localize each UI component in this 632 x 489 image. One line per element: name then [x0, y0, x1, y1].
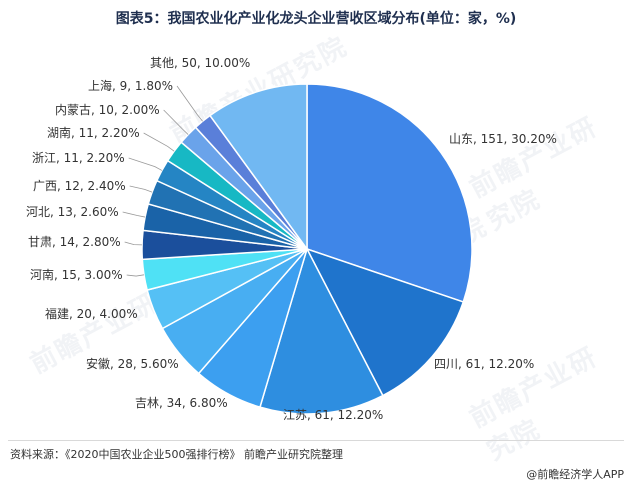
pie-slice-四川 — [305, 247, 465, 397]
slice-label-河北: 河北, 13, 2.60% — [26, 205, 119, 219]
slice-label-河南: 河南, 15, 3.00% — [30, 267, 123, 282]
slice-label-安徽: 安徽, 28, 5.60% — [86, 356, 179, 371]
leader-line-湖南 — [143, 132, 175, 152]
pie-slice-江苏 — [259, 247, 384, 415]
leader-line-内蒙古 — [163, 109, 189, 135]
source-note: 资料来源：《2020中国农业企业500强排行榜》 前瞻产业研究院整理 — [10, 448, 343, 461]
slice-label-甘肃: 甘肃, 14, 2.80% — [28, 235, 121, 249]
chart-title: 图表5：我国农业化产业化龙头企业营收区域分布(单位：家，%) — [115, 11, 517, 27]
leader-line-河北 — [122, 211, 146, 218]
pie-slice-其他 — [208, 83, 308, 252]
slice-label-其他: 其他, 50, 10.00% — [150, 56, 250, 70]
slice-label-内蒙古: 内蒙古, 10, 2.00% — [55, 102, 160, 117]
slice-label-四川: 四川, 61, 12.20% — [434, 357, 534, 371]
slice-label-上海: 上海, 9, 1.80% — [88, 78, 173, 93]
slice-label-福建: 福建, 20, 4.00% — [45, 306, 138, 321]
slice-label-广西: 广西, 12, 2.40% — [33, 179, 126, 193]
slice-label-山东: 山东, 151, 30.20% — [449, 132, 557, 146]
leader-line-上海 — [176, 85, 203, 122]
slice-label-吉林: 吉林, 34, 6.80% — [135, 396, 228, 410]
leader-line-广西 — [129, 185, 153, 193]
pie-chart: 山东, 151, 30.20% 四川, 61, 12.20% 江苏, 61, 12.… — [26, 56, 557, 422]
footer-divider — [8, 440, 624, 441]
leader-line-河南 — [126, 274, 145, 277]
leader-line-甘肃 — [124, 241, 143, 246]
brand-credit: @前瞻经济学人APP — [526, 468, 624, 481]
slice-label-湖南: 湖南, 11, 2.20% — [47, 125, 140, 140]
pie-slice-山东 — [306, 83, 473, 303]
leader-line-浙江 — [128, 157, 163, 171]
slice-label-浙江: 浙江, 11, 2.20% — [32, 151, 125, 165]
slice-label-江苏: 江苏, 61, 12.20% — [283, 408, 383, 422]
